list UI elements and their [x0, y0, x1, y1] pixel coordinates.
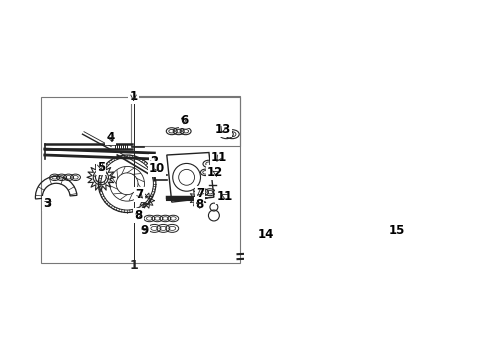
Text: 7: 7	[135, 188, 144, 201]
Text: 8: 8	[195, 198, 203, 211]
Text: 11: 11	[211, 152, 227, 165]
Text: 5: 5	[97, 161, 105, 174]
Text: 2: 2	[150, 155, 158, 168]
Text: 15: 15	[389, 224, 406, 237]
Text: 7: 7	[196, 187, 204, 200]
Bar	[41, 97, 240, 263]
Text: 13: 13	[215, 123, 231, 136]
Text: 12: 12	[207, 166, 223, 179]
Text: 9: 9	[140, 224, 148, 237]
Text: 3: 3	[43, 197, 51, 210]
Text: 11: 11	[217, 190, 233, 203]
Text: 6: 6	[180, 114, 188, 127]
Text: 10: 10	[149, 162, 165, 175]
Text: 4: 4	[107, 131, 115, 144]
Text: 1: 1	[129, 258, 138, 271]
Bar	[131, 95, 240, 146]
Text: 14: 14	[258, 228, 274, 241]
Text: 8: 8	[134, 209, 143, 222]
Text: 1: 1	[129, 90, 138, 103]
